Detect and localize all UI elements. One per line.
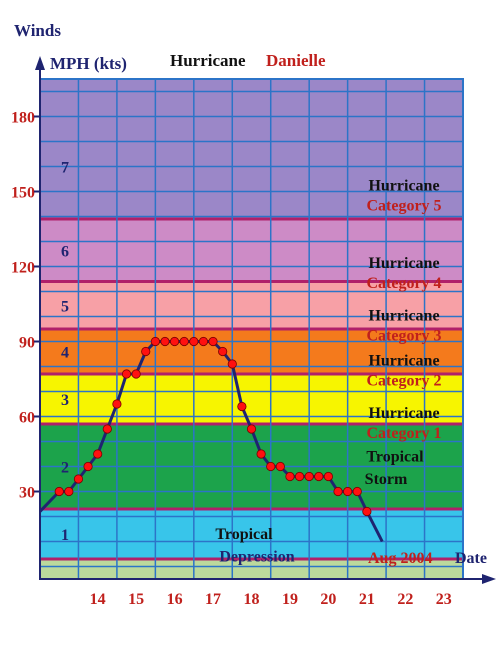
data-point bbox=[294, 471, 305, 482]
data-point bbox=[198, 336, 209, 347]
data-point bbox=[141, 346, 151, 357]
category-number: 1 bbox=[61, 527, 69, 544]
data-point bbox=[208, 336, 218, 347]
data-point bbox=[246, 424, 257, 434]
y-tick-label: 60 bbox=[19, 410, 35, 427]
category-label-line2: Category 2 bbox=[366, 373, 441, 390]
y-tick-label: 30 bbox=[19, 485, 35, 502]
band-1 bbox=[40, 509, 463, 559]
category-number: 7 bbox=[61, 160, 69, 177]
data-point bbox=[314, 471, 324, 482]
data-point bbox=[83, 461, 93, 472]
category-label-line1: Hurricane bbox=[368, 255, 439, 272]
y-tick-label: 150 bbox=[11, 185, 35, 202]
data-point bbox=[160, 336, 170, 347]
x-axis-title: Date bbox=[455, 550, 487, 567]
data-point bbox=[121, 369, 132, 379]
band-labels: 1 2 3 4 5 6 7 Hurricane Category 1 Hurricane Categ… bbox=[61, 160, 442, 566]
data-point bbox=[256, 449, 266, 459]
x-tick-label: 23 bbox=[436, 591, 452, 608]
band-3 bbox=[40, 374, 463, 424]
category-label-line1: Hurricane bbox=[368, 405, 439, 422]
x-tick-label: 15 bbox=[128, 591, 144, 608]
chart-title-name: Danielle bbox=[266, 51, 326, 70]
data-point bbox=[93, 449, 103, 459]
chart-title-word: Hurricane bbox=[170, 51, 246, 70]
data-point bbox=[323, 471, 334, 482]
data-point bbox=[131, 369, 141, 379]
category-label-line2: Category 1 bbox=[366, 425, 441, 442]
data-point bbox=[189, 336, 199, 347]
x-tick-label: 18 bbox=[244, 591, 260, 608]
y-axis-arrow-icon bbox=[35, 56, 45, 70]
x-tick-label: 19 bbox=[282, 591, 298, 608]
data-point bbox=[64, 486, 74, 497]
y-tick-label: 120 bbox=[11, 260, 35, 277]
data-point bbox=[150, 336, 160, 347]
x-axis-arrow-icon bbox=[482, 574, 496, 584]
data-point bbox=[352, 486, 362, 497]
data-point bbox=[218, 346, 228, 357]
band-5 bbox=[40, 281, 463, 329]
data-point bbox=[304, 471, 314, 482]
category-label-line2: Category 5 bbox=[366, 198, 441, 215]
data-point bbox=[275, 461, 285, 472]
y-axis-units: MPH (kts) bbox=[50, 54, 127, 73]
category-label-line1: Hurricane bbox=[368, 178, 439, 195]
y-tick-label: 180 bbox=[11, 110, 35, 127]
y-axis-title: Winds bbox=[14, 21, 61, 40]
data-point bbox=[333, 486, 343, 497]
data-point bbox=[285, 471, 295, 482]
category-number: 2 bbox=[61, 460, 69, 477]
tropical-depression-label-line2: Depression bbox=[219, 549, 294, 566]
wind-series bbox=[38, 336, 384, 543]
data-point bbox=[179, 336, 189, 347]
category-number: 6 bbox=[61, 243, 69, 260]
category-number: 5 bbox=[61, 298, 69, 315]
category-label-line1: Hurricane bbox=[368, 353, 439, 370]
y-tick-label: 90 bbox=[19, 335, 35, 352]
tropical-depression-label-line1: Tropical bbox=[215, 526, 273, 543]
x-tick-label: 21 bbox=[359, 591, 375, 608]
data-point bbox=[266, 461, 276, 472]
category-label-line2: Category 4 bbox=[366, 275, 441, 292]
data-point bbox=[169, 336, 180, 347]
x-tick-label: 22 bbox=[397, 591, 413, 608]
axes bbox=[35, 56, 496, 584]
band-7 bbox=[40, 79, 463, 219]
data-point bbox=[112, 399, 122, 409]
category-label-line1: Hurricane bbox=[368, 308, 439, 325]
data-point bbox=[73, 474, 84, 484]
x-tick-label: 16 bbox=[167, 591, 183, 608]
tropical-storm-label-line2: Storm bbox=[365, 471, 408, 488]
data-point bbox=[102, 424, 112, 434]
x-tick-label: 20 bbox=[320, 591, 336, 608]
data-point bbox=[54, 486, 64, 497]
date-note: Aug 2004 bbox=[368, 550, 432, 567]
data-point bbox=[343, 486, 353, 497]
x-tick-label: 17 bbox=[205, 591, 221, 608]
category-number: 3 bbox=[61, 392, 69, 409]
data-point bbox=[227, 359, 237, 369]
x-tick-label: 14 bbox=[90, 591, 106, 608]
category-label-line2: Category 3 bbox=[366, 328, 441, 345]
band-0 bbox=[40, 559, 463, 579]
data-point bbox=[237, 401, 247, 412]
category-number: 4 bbox=[61, 345, 69, 362]
band-6 bbox=[40, 219, 463, 282]
data-point bbox=[362, 506, 372, 517]
tropical-storm-label-line1: Tropical bbox=[366, 449, 424, 466]
